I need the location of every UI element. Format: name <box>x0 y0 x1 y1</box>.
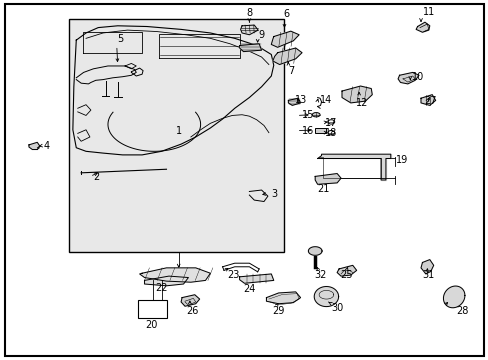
Text: 3: 3 <box>271 189 277 199</box>
Text: 25: 25 <box>340 270 352 280</box>
Polygon shape <box>272 48 302 64</box>
Polygon shape <box>317 154 390 180</box>
Ellipse shape <box>312 113 320 117</box>
Polygon shape <box>341 86 371 103</box>
Polygon shape <box>144 276 188 286</box>
Polygon shape <box>308 247 322 255</box>
Text: 31: 31 <box>422 270 434 280</box>
Text: 4: 4 <box>43 141 50 151</box>
Text: 23: 23 <box>226 270 239 280</box>
Text: 2: 2 <box>93 172 100 183</box>
Polygon shape <box>336 265 356 276</box>
Text: 10: 10 <box>411 72 423 82</box>
Polygon shape <box>420 260 433 274</box>
Polygon shape <box>239 44 261 51</box>
Polygon shape <box>181 295 199 306</box>
Polygon shape <box>140 268 210 282</box>
Polygon shape <box>315 174 340 184</box>
Polygon shape <box>266 292 300 304</box>
Polygon shape <box>443 286 464 308</box>
Text: 12: 12 <box>356 98 368 108</box>
Text: 17: 17 <box>325 118 337 128</box>
Polygon shape <box>271 31 299 47</box>
Text: 30: 30 <box>330 303 343 313</box>
Ellipse shape <box>327 120 334 124</box>
Text: 32: 32 <box>313 270 325 280</box>
Text: 29: 29 <box>272 306 284 316</box>
Bar <box>315 128 325 133</box>
Ellipse shape <box>327 131 334 135</box>
Polygon shape <box>420 95 435 105</box>
Text: 21: 21 <box>317 184 329 194</box>
Text: 13: 13 <box>295 95 307 105</box>
Text: 16: 16 <box>301 126 313 135</box>
Text: 8: 8 <box>246 8 252 18</box>
Polygon shape <box>288 98 300 105</box>
Text: 5: 5 <box>117 35 123 44</box>
Polygon shape <box>240 25 258 35</box>
Bar <box>138 300 167 318</box>
Polygon shape <box>239 274 273 283</box>
Text: 7: 7 <box>287 66 293 76</box>
Text: 14: 14 <box>320 95 332 105</box>
Text: 26: 26 <box>186 306 198 316</box>
Polygon shape <box>397 72 418 84</box>
Text: 27: 27 <box>424 96 436 106</box>
Text: 24: 24 <box>243 284 255 294</box>
Bar <box>69 19 283 252</box>
Text: 18: 18 <box>325 128 337 138</box>
Polygon shape <box>415 22 429 32</box>
Text: 15: 15 <box>301 111 313 121</box>
Text: 19: 19 <box>395 155 407 165</box>
Text: 9: 9 <box>258 30 264 40</box>
Polygon shape <box>29 142 40 149</box>
Text: 1: 1 <box>175 126 182 135</box>
Text: 22: 22 <box>155 283 167 293</box>
Text: 6: 6 <box>282 9 288 19</box>
Text: 28: 28 <box>456 306 468 316</box>
Text: 11: 11 <box>422 7 434 17</box>
Polygon shape <box>314 287 338 307</box>
Text: 20: 20 <box>145 320 158 330</box>
